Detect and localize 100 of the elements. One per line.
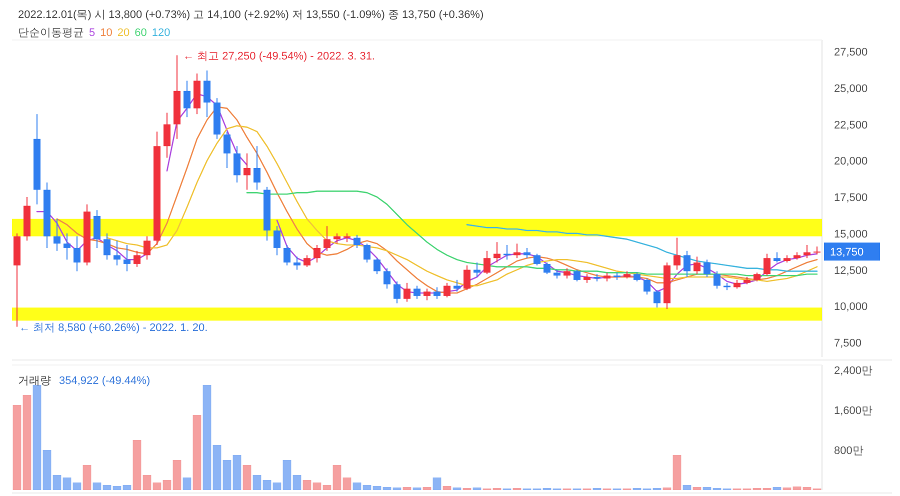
candlestick — [244, 152, 250, 190]
candlestick — [764, 253, 770, 276]
bar — [302, 480, 312, 490]
bar — [222, 460, 232, 490]
candlestick — [94, 210, 100, 248]
bar — [342, 478, 352, 490]
candlestick — [564, 268, 570, 279]
y-tick-label: 20,000 — [834, 156, 868, 168]
candlestick — [254, 146, 260, 190]
bar — [262, 480, 272, 490]
bar — [52, 475, 62, 490]
bar — [792, 486, 802, 490]
candlestick — [574, 269, 580, 282]
bar — [142, 475, 152, 490]
bar — [132, 440, 142, 490]
bar — [422, 487, 432, 490]
candlestick — [694, 256, 700, 275]
bar — [362, 485, 372, 490]
y-tick-label: 2,400만 — [834, 365, 873, 377]
bar — [802, 487, 812, 490]
candlestick — [654, 290, 660, 308]
bar — [22, 395, 32, 490]
candlestick — [684, 250, 690, 278]
legend-title: 단순이동평균 — [18, 27, 84, 39]
bar — [432, 478, 442, 490]
candlestick — [394, 280, 400, 304]
candlestick — [454, 279, 460, 292]
candlestick — [64, 232, 70, 260]
candlestick — [544, 262, 550, 275]
y-tick-label: 7,500 — [834, 337, 862, 350]
candlestick — [374, 258, 380, 275]
bar — [42, 450, 52, 490]
bar — [72, 482, 82, 490]
y-tick-label: 1,600만 — [834, 405, 873, 417]
candlestick — [184, 80, 190, 118]
bar — [332, 465, 342, 490]
candlestick — [224, 131, 230, 168]
bar — [322, 485, 332, 490]
bar — [232, 455, 242, 490]
text: 거래량 — [18, 375, 51, 387]
bar — [252, 475, 262, 490]
bar — [272, 482, 282, 490]
bar — [442, 486, 452, 490]
candlestick — [274, 226, 280, 256]
bar — [382, 487, 392, 490]
bar — [162, 480, 172, 490]
candlestick — [444, 282, 450, 298]
bar — [292, 475, 302, 490]
candlestick — [714, 270, 720, 290]
text: 10 — [100, 27, 112, 39]
bar — [402, 487, 412, 490]
candlestick — [484, 250, 490, 275]
y-tick-label: 12,500 — [834, 264, 868, 277]
bar — [122, 485, 132, 490]
text: 60 — [134, 27, 147, 39]
bar — [12, 405, 22, 490]
y-tick-label: 25,000 — [834, 82, 868, 95]
candlestick — [234, 146, 240, 184]
y-tick-label: 17,500 — [834, 192, 868, 204]
candlestick — [384, 268, 390, 290]
candlestick — [144, 236, 150, 260]
text: 5 — [89, 27, 96, 39]
annotation: ← 최고 27,250 (-49.54%) - 2022. 3. 31. — [183, 50, 375, 62]
candlestick — [464, 264, 470, 291]
candlestick — [494, 242, 500, 263]
text: 120 — [152, 27, 170, 39]
bar — [682, 485, 692, 490]
y-tick-label: 800만 — [834, 445, 864, 457]
candlestick — [164, 112, 170, 158]
candlestick — [284, 244, 290, 266]
candlestick — [414, 285, 420, 300]
bar — [92, 482, 102, 490]
candlestick — [204, 70, 210, 118]
annotation: ← 최저 8,580 (+60.26%) - 2022. 1. 20. — [19, 322, 208, 334]
bar — [312, 482, 322, 490]
bar — [202, 385, 212, 490]
bar — [32, 385, 42, 490]
text: 20 — [117, 27, 130, 39]
bar — [112, 486, 122, 490]
bar — [212, 445, 222, 490]
bar — [172, 460, 182, 490]
bar — [192, 415, 202, 490]
candlestick — [314, 244, 320, 263]
bar — [102, 485, 112, 490]
text: 13,750 — [830, 246, 864, 259]
candlestick — [54, 218, 60, 252]
bar — [82, 465, 92, 490]
candlestick — [134, 250, 140, 268]
bar — [152, 482, 162, 490]
bar — [282, 460, 292, 490]
bar — [182, 478, 192, 490]
candlestick — [404, 282, 410, 302]
y-tick-label: 22,500 — [834, 119, 868, 132]
candlestick — [704, 259, 710, 278]
bar — [772, 487, 782, 490]
annotation: 354,922 (-49.44%) — [59, 375, 150, 387]
candlestick — [294, 256, 300, 270]
candlestick — [104, 232, 110, 260]
bar — [672, 455, 682, 490]
bar — [372, 486, 382, 490]
